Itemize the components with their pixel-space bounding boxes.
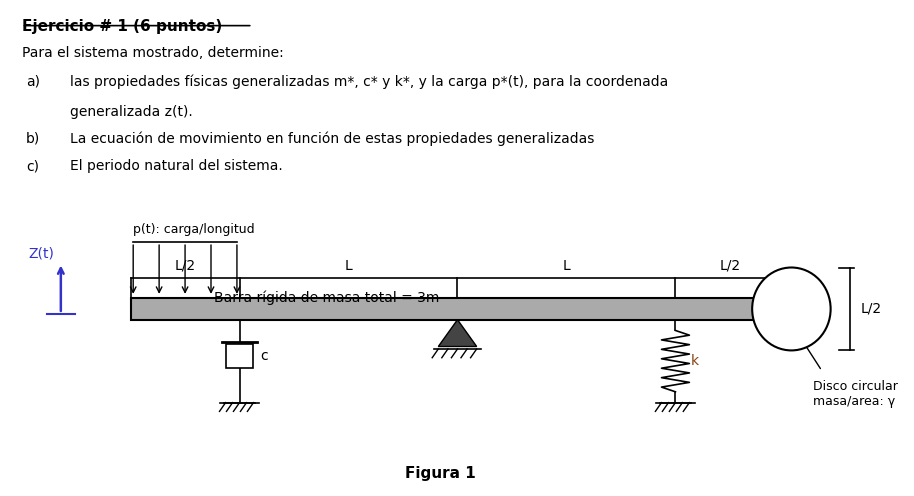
Text: Disco circular
masa/area: γ: Disco circular masa/area: γ [813, 379, 898, 408]
Text: c): c) [26, 159, 39, 173]
Bar [226, 344, 253, 369]
Text: Z(t): Z(t) [28, 246, 54, 260]
Text: Barra rígida de masa total = 3m: Barra rígida de masa total = 3m [214, 291, 440, 305]
Text: las propiedades físicas generalizadas m*, c* y k*, y la carga p*(t), para la coo: las propiedades físicas generalizadas m*… [69, 75, 668, 89]
Text: L: L [345, 259, 353, 273]
Text: a): a) [26, 75, 40, 89]
Text: L/2: L/2 [175, 259, 196, 273]
Text: b): b) [26, 132, 40, 146]
Bar [131, 298, 784, 320]
Text: El periodo natural del sistema.: El periodo natural del sistema. [69, 159, 282, 173]
Ellipse shape [752, 267, 831, 350]
Text: p(t): carga/longitud: p(t): carga/longitud [133, 223, 255, 236]
Text: L: L [563, 259, 570, 273]
Text: generalizada z(t).: generalizada z(t). [69, 105, 192, 119]
Text: c: c [260, 349, 268, 363]
Text: Para el sistema mostrado, determine:: Para el sistema mostrado, determine: [22, 46, 283, 60]
Text: L/2: L/2 [719, 259, 740, 273]
Text: Ejercicio # 1 (6 puntos): Ejercicio # 1 (6 puntos) [22, 19, 222, 34]
Text: Figura 1: Figura 1 [405, 466, 475, 481]
Text: La ecuación de movimiento en función de estas propiedades generalizadas: La ecuación de movimiento en función de … [69, 132, 594, 146]
Polygon shape [439, 320, 477, 347]
Text: k: k [691, 354, 699, 368]
Text: L/2: L/2 [860, 302, 881, 316]
